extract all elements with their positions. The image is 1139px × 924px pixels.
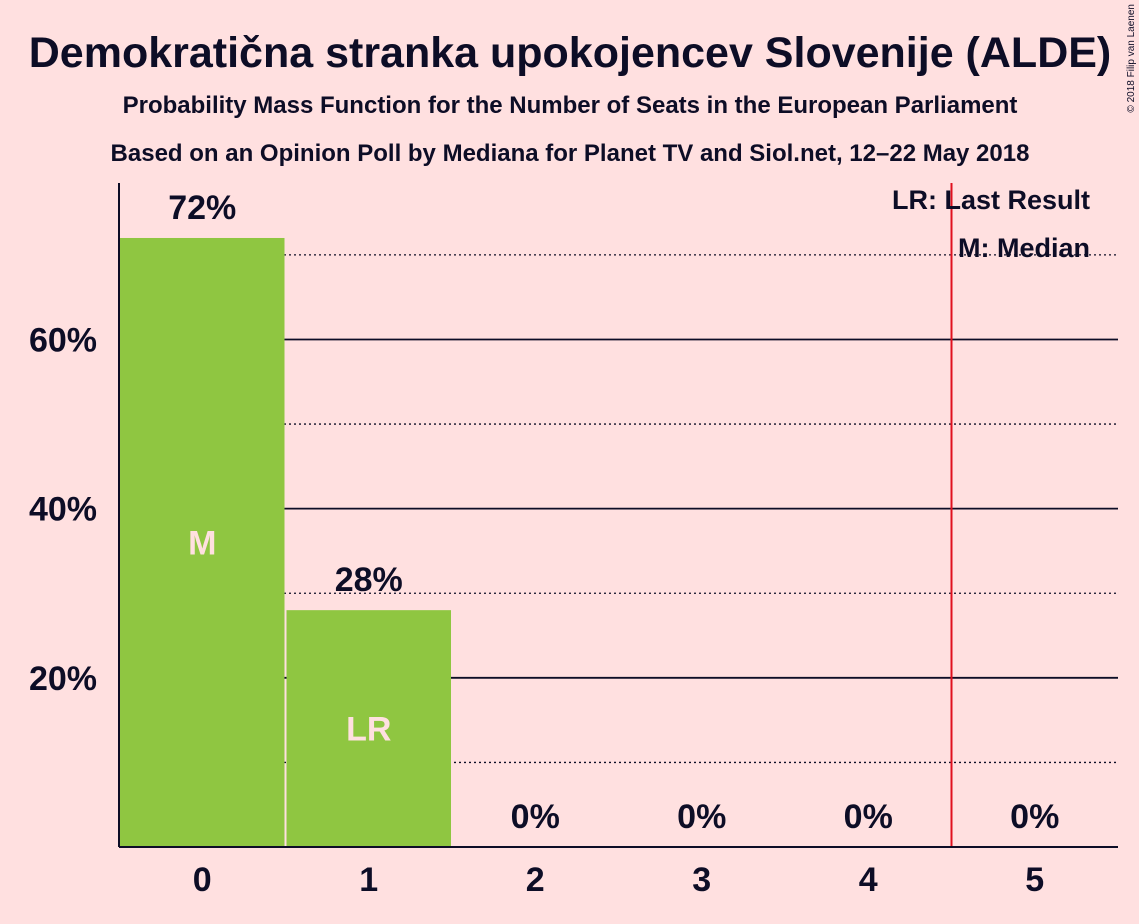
data-labels: 72% M 28% LR 0% 0% 0% 0%	[168, 189, 1059, 836]
y-tick-label: 60%	[29, 321, 97, 359]
copyright: © 2018 Filip van Laenen	[1126, 4, 1137, 113]
bar	[120, 237, 285, 847]
bar-value-label: 0%	[511, 798, 560, 836]
bar-marker-label: M	[188, 524, 216, 562]
legend-median: M: Median	[958, 233, 1090, 263]
axes: 20% 40% 60% 0 1 2 3 4 5	[29, 183, 1118, 899]
x-tick-label: 1	[359, 861, 378, 899]
bar	[286, 610, 451, 847]
bar-marker-label: LR	[346, 711, 391, 749]
x-tick-label: 4	[859, 861, 878, 899]
bar-value-label: 0%	[1010, 798, 1059, 836]
legend-last-result: LR: Last Result	[892, 185, 1090, 215]
chart-subtitle-1: Probability Mass Function for the Number…	[123, 92, 1018, 119]
y-tick-label: 40%	[29, 491, 97, 529]
y-tick-label: 20%	[29, 660, 97, 698]
x-tick-label: 5	[1025, 861, 1044, 899]
bar-value-label: 72%	[168, 189, 236, 227]
chart-title: Demokratična stranka upokojencev Sloveni…	[29, 29, 1112, 77]
bar-value-label: 28%	[335, 561, 403, 599]
x-tick-label: 2	[526, 861, 545, 899]
x-tick-label: 3	[692, 861, 711, 899]
chart-subtitle-2: Based on an Opinion Poll by Mediana for …	[111, 140, 1030, 167]
bar-value-label: 0%	[677, 798, 726, 836]
x-tick-label: 0	[193, 861, 212, 899]
bar-value-label: 0%	[844, 798, 893, 836]
bars	[120, 237, 451, 847]
